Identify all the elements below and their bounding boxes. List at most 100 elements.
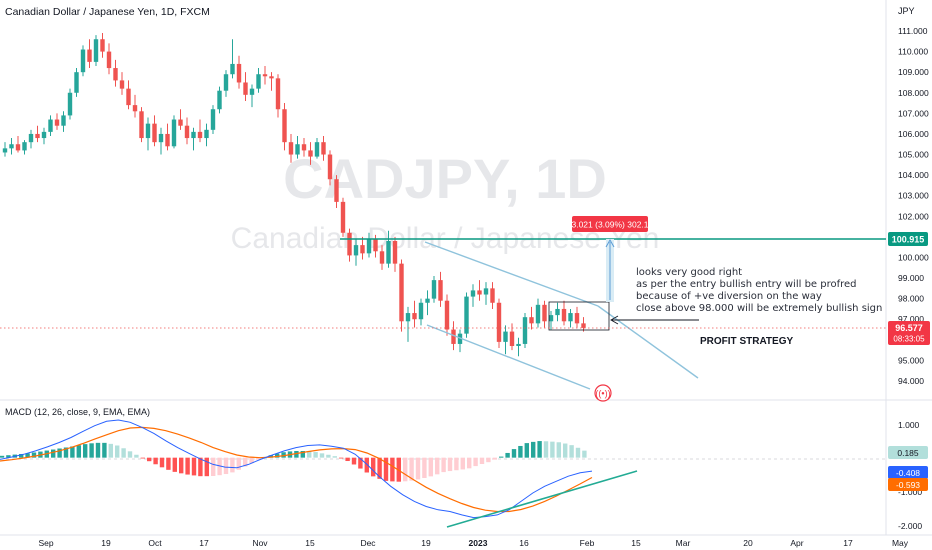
note-line-4[interactable]: close above 98.000 will be extremely bul… xyxy=(636,303,882,314)
candle-body xyxy=(132,105,138,112)
candle-body xyxy=(74,72,79,93)
time-axis-label: Apr xyxy=(790,538,803,548)
candle-body xyxy=(529,317,534,324)
candle-body xyxy=(191,131,196,139)
candle-body xyxy=(100,39,105,52)
macd-tick-1: 1.000 xyxy=(898,420,920,430)
candle-body xyxy=(464,296,469,334)
macd-hist-bar xyxy=(326,454,331,458)
time-axis-label: Oct xyxy=(148,538,162,548)
strategy-label[interactable]: PROFIT STRATEGY xyxy=(700,336,793,347)
live-event-icon[interactable] xyxy=(594,384,612,402)
candle-body xyxy=(431,280,437,299)
price-tick-label: 108.000 xyxy=(898,88,929,98)
macd-hist-bar xyxy=(563,443,568,458)
channel-lower-line[interactable] xyxy=(426,324,591,390)
candle-body xyxy=(171,119,177,147)
macd-hist-bar xyxy=(364,457,369,473)
price-tick-label: 98.000 xyxy=(898,294,924,304)
macd-hist-bar xyxy=(569,445,574,458)
channel-upper-line[interactable] xyxy=(424,241,599,307)
candle-body xyxy=(561,308,567,322)
candle-body xyxy=(418,302,424,320)
macd-hist-bar xyxy=(63,447,69,458)
price-tick-label: 107.000 xyxy=(898,108,929,118)
macd-hist-bar xyxy=(275,453,280,458)
candle-body xyxy=(243,82,248,95)
consolidation-box[interactable] xyxy=(548,301,610,331)
macd-hist-bar xyxy=(409,457,414,481)
macd-hist-bar xyxy=(486,457,491,463)
channel-extension-line[interactable] xyxy=(597,305,699,379)
macd-hist-bar xyxy=(428,457,433,477)
macd-line-label: -0.408 xyxy=(896,468,920,478)
macd-hist-bar xyxy=(57,448,62,458)
candle-body xyxy=(340,201,346,233)
candle-body xyxy=(139,111,144,139)
macd-hist-bar xyxy=(31,452,37,458)
macd-hist-bar xyxy=(191,457,197,476)
price-tick-label: 102.000 xyxy=(898,211,929,221)
candle-body xyxy=(35,133,40,139)
price-tick-label: 95.000 xyxy=(898,355,924,365)
macd-hist-bar xyxy=(582,450,587,458)
macd-hist-bar xyxy=(230,457,235,473)
macd-hist-bar xyxy=(383,457,389,481)
macd-hist-bar xyxy=(19,453,24,458)
signal-line-label: -0.593 xyxy=(896,480,920,490)
candle-body xyxy=(542,304,547,322)
macd-hist-bar xyxy=(556,442,561,458)
candle-body xyxy=(379,251,385,264)
candle-body xyxy=(334,179,339,202)
pointer-arrow-head xyxy=(610,315,619,325)
time-axis-label: 19 xyxy=(421,538,431,548)
symbol-title[interactable]: Canadian Dollar / Japanese Yen, 1D, FXCM xyxy=(5,6,210,18)
macd-hist-bar xyxy=(390,457,395,482)
price-tick-label: 99.000 xyxy=(898,273,924,283)
price-tick-label: 109.000 xyxy=(898,67,929,77)
candle-body xyxy=(223,74,229,91)
macd-hist-bar xyxy=(236,457,241,470)
macd-hist-bar xyxy=(543,441,549,458)
note-line-2[interactable]: as per the entry bullish entry will be p… xyxy=(636,279,857,290)
candle-body xyxy=(113,68,118,81)
macd-hist-bar xyxy=(147,457,152,462)
candle-body xyxy=(477,290,482,295)
candle-body xyxy=(574,313,580,324)
candle-body xyxy=(9,144,14,149)
macd-hist-bar xyxy=(217,457,222,476)
candle-body xyxy=(28,133,34,143)
candle-body xyxy=(217,90,222,110)
candle-body xyxy=(457,333,463,344)
macd-hist-bar xyxy=(108,443,113,458)
candle-body xyxy=(54,119,60,126)
candle-body xyxy=(158,133,164,143)
time-axis-label: Nov xyxy=(252,538,268,548)
macd-hist-bar xyxy=(89,443,94,458)
time-axis-label: 17 xyxy=(843,538,853,548)
price-tick-label: 100.000 xyxy=(898,252,929,262)
macd-hist-bar xyxy=(159,457,165,468)
divergence-trendline[interactable] xyxy=(446,470,638,528)
note-line-3[interactable]: because of +ve diversion on the way xyxy=(636,291,822,302)
candle-body xyxy=(405,313,411,322)
price-tick-label: 106.000 xyxy=(898,129,929,139)
candle-body xyxy=(555,308,560,316)
candle-body xyxy=(288,142,294,155)
candle-body xyxy=(490,288,495,303)
time-axis-label: 15 xyxy=(631,538,641,548)
macd-hist-bar xyxy=(479,457,485,465)
macd-hist-bar xyxy=(268,455,273,458)
macd-hist-bar xyxy=(473,457,478,467)
time-axis-label: 15 xyxy=(305,538,315,548)
candlestick-series xyxy=(2,33,586,357)
time-axis[interactable]: Sep 19 Oct 17 Nov 15 Dec 19 2023 16 Feb 15 Mar 20 Apr 1… xyxy=(38,538,908,548)
candle-body xyxy=(548,315,554,322)
candle-body xyxy=(41,131,47,139)
note-line-1[interactable]: looks very good right xyxy=(636,267,742,278)
macd-title[interactable]: MACD (12, 26, close, 9, EMA, EMA) xyxy=(5,407,150,417)
price-axis[interactable]: 111.000 110.000 109.000 108.000 107.000 106.0… xyxy=(898,26,929,386)
macd-hist-bar xyxy=(83,444,88,458)
candle-body xyxy=(67,92,73,116)
